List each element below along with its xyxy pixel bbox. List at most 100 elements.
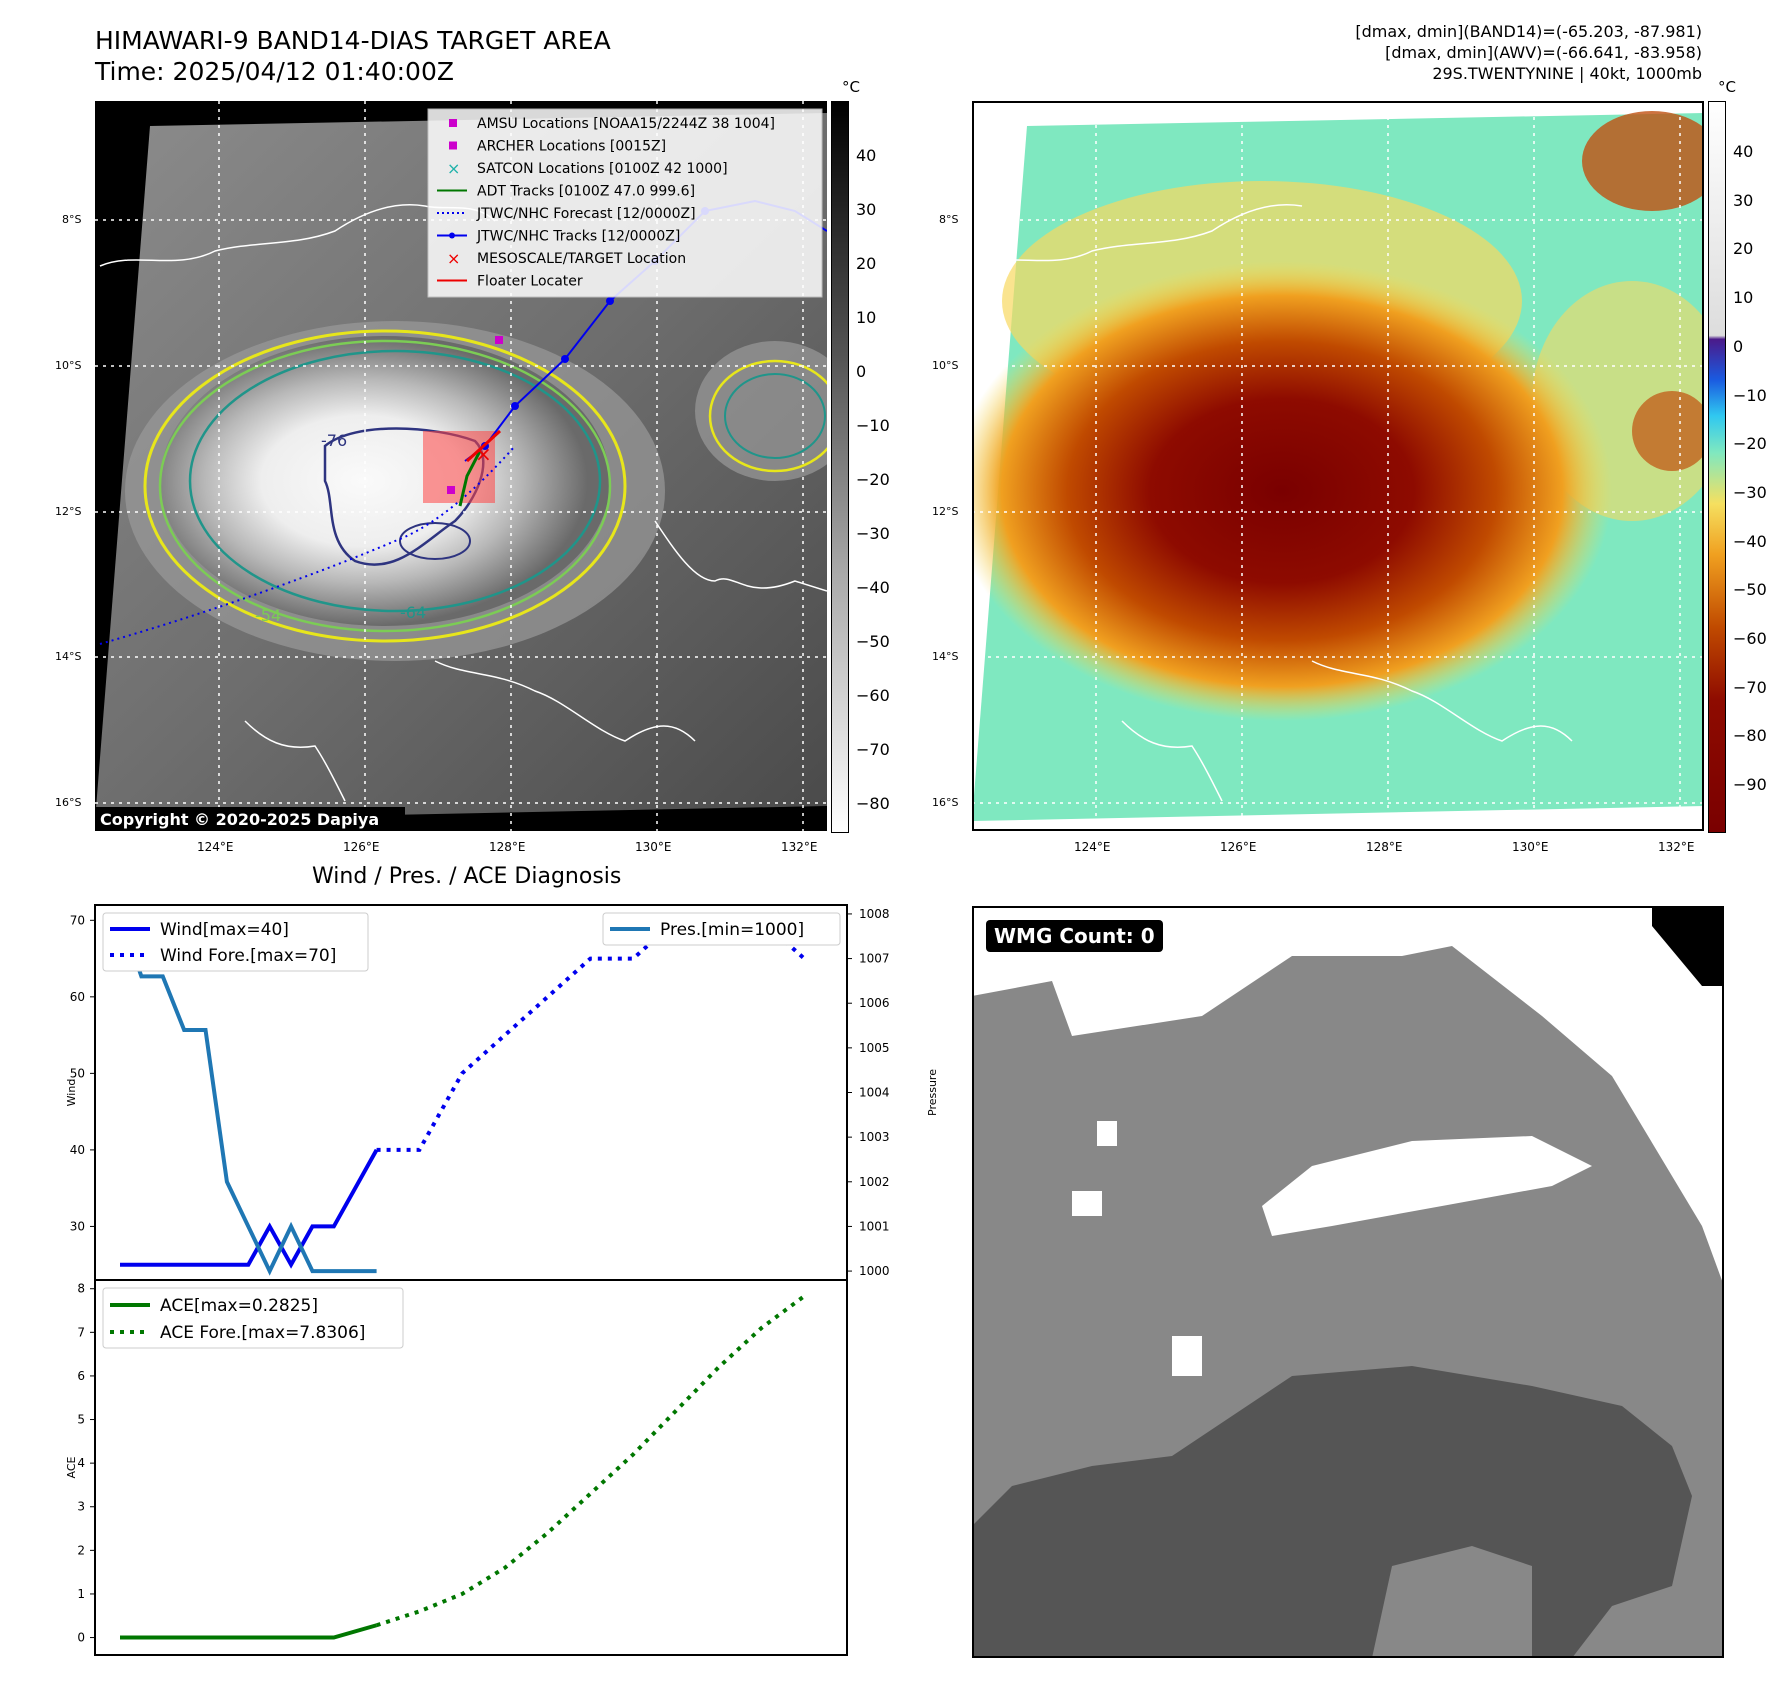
legend-entry-1: Wind Fore.[max=70]	[160, 946, 336, 966]
lat2-label-10s: 10°S	[932, 359, 959, 372]
legend-marker-1	[449, 141, 457, 150]
lon2-label-124: 124°E	[1074, 840, 1111, 854]
pres-tick-label: 1004	[859, 1086, 890, 1100]
cb1-ticks-tick: −40	[856, 578, 890, 597]
main-title: HIMAWARI-9 BAND14-DIAS TARGET AREA	[95, 26, 611, 55]
cb1-ticks-tick: 0	[856, 362, 867, 381]
legend-marker-2: ×	[447, 159, 460, 178]
colorbar-awv-unit: °C	[1718, 78, 1736, 96]
legend-label-4: JTWC/NHC Forecast [12/0000Z]	[476, 206, 696, 222]
cb1-ticks-tick: 30	[856, 200, 877, 219]
ace-tick-label: 0	[77, 1631, 85, 1645]
awv-map	[952, 100, 1732, 832]
lat-label-8s: 8°S	[62, 213, 82, 226]
ir-map: × -76 -64 -54 AMSU Locations [NOAA15/224…	[95, 101, 855, 831]
ace-tick-label: 2	[77, 1543, 85, 1557]
diagnosis-svg: 3040506070100010011002100310041005100610…	[65, 904, 939, 1656]
cb1-ticks-tick: −80	[856, 794, 890, 813]
lon-label-128: 128°E	[489, 840, 526, 854]
ace-legend-entry-0: ACE[max=0.2825]	[160, 1296, 318, 1316]
ace-legend: ACE[max=0.2825] ACE Fore.[max=7.8306]	[102, 1287, 404, 1349]
awv-map-panel	[952, 100, 1732, 832]
cb1-ticks-tick: −50	[856, 632, 890, 651]
ace-tick-label: 3	[77, 1500, 85, 1514]
cb1-ticks-tick: −20	[856, 470, 890, 489]
pres-tick-label: 1006	[859, 996, 890, 1010]
cb1-ticks-tick: −70	[856, 740, 890, 759]
cb2-ticks-tick: −90	[1733, 775, 1767, 795]
time-label: Time: 2025/04/12 01:40:00Z	[95, 57, 454, 86]
ace-tick-label: 6	[77, 1369, 85, 1383]
legend-label-3: ADT Tracks [0100Z 47.0 999.6]	[477, 184, 695, 200]
copyright-label: Copyright © 2020-2025 Dapiya	[100, 810, 379, 829]
wmg-image	[972, 906, 1724, 1658]
ir-map-panel: × -76 -64 -54 AMSU Locations [NOAA15/224…	[95, 101, 855, 831]
cb2-ticks-tick: −10	[1733, 385, 1767, 405]
pressure-axis-label: Pressure	[926, 1069, 939, 1116]
pres-tick-label: 1008	[859, 907, 890, 921]
pres-tick-label: 1000	[859, 1264, 890, 1278]
colorbar-awv	[1708, 101, 1726, 833]
wind-tick-label: 30	[70, 1219, 85, 1233]
wmg-count-badge: WMG Count: 0	[986, 920, 1163, 952]
legend-label-2: SATCON Locations [0100Z 42 1000]	[477, 161, 728, 177]
cb1-ticks-tick: −30	[856, 524, 890, 543]
cb2-ticks-tick: 40	[1733, 142, 1754, 161]
cb2-ticks-tick: −80	[1733, 726, 1767, 746]
colorbar-ir-unit: °C	[842, 78, 860, 96]
cb2-ticks-tick: −40	[1733, 531, 1767, 551]
pres-tick-label: 1003	[859, 1130, 890, 1144]
diagnosis-title: Wind / Pres. / ACE Diagnosis	[312, 864, 622, 889]
lon-label-132: 132°E	[781, 840, 818, 854]
contour-label-54: -54	[255, 606, 281, 625]
lon-label-126: 126°E	[343, 840, 380, 854]
pres-tick-label: 1007	[859, 952, 890, 966]
map-legend: AMSU Locations [NOAA15/2244Z 38 1004] ARC…	[427, 108, 823, 298]
wind-tick-label: 70	[70, 913, 85, 927]
legend-label-5: JTWC/NHC Tracks [12/0000Z]	[476, 229, 680, 245]
adt-track	[458, 450, 482, 507]
lat2-label-8s: 8°S	[939, 213, 959, 226]
wind-axis-label: Wind	[65, 1079, 78, 1107]
legend-entry-2: Pres.[min=1000]	[660, 920, 804, 940]
lat-label-10s: 10°S	[55, 359, 82, 372]
wind-tick-label: 60	[70, 990, 85, 1004]
legend-marker-6: ×	[447, 249, 460, 268]
cb2-ticks-tick: 20	[1733, 239, 1754, 259]
wind-tick-label: 50	[70, 1066, 85, 1080]
amsu-marker	[495, 336, 503, 344]
ace-tick-label: 4	[77, 1456, 85, 1470]
archer-marker	[447, 486, 455, 494]
pres-tick-label: 1001	[859, 1219, 890, 1233]
ace-tick-label: 1	[77, 1587, 85, 1601]
ace-tick-label: 7	[77, 1325, 85, 1339]
legend-label-1: ARCHER Locations [0015Z]	[477, 139, 666, 155]
cb1-ticks-tick: 10	[856, 308, 877, 327]
cb2-ticks-tick: −70	[1733, 677, 1767, 697]
lat2-label-16s: 16°S	[932, 796, 959, 809]
contour-label-76: -76	[321, 431, 347, 450]
storm-info: 29S.TWENTYNINE | 40kt, 1000mb	[1432, 64, 1702, 83]
legend-label-7: Floater Locater	[477, 274, 583, 290]
lat-label-16s: 16°S	[55, 796, 82, 809]
legend-label-0: AMSU Locations [NOAA15/2244Z 38 1004]	[477, 116, 775, 132]
dmax-awv: [dmax, dmin](AWV)=(-66.641, -83.958)	[1385, 43, 1702, 62]
lat2-label-14s: 14°S	[932, 650, 959, 663]
ace-legend-entry-1: ACE Fore.[max=7.8306]	[160, 1323, 365, 1343]
lon-label-130: 130°E	[635, 840, 672, 854]
ace-series-0	[120, 1623, 378, 1640]
contour-label-64: -64	[400, 603, 426, 622]
dmax-band14: [dmax, dmin](BAND14)=(-65.203, -87.981)	[1355, 22, 1702, 41]
cb2-ticks-tick: 30	[1733, 190, 1754, 210]
cb1-ticks-tick: −60	[856, 686, 890, 705]
cb1-ticks-tick: 20	[856, 254, 877, 273]
cb2-ticks-tick: 0	[1733, 336, 1744, 356]
cb1-ticks-tick: −10	[856, 416, 890, 435]
cb2-ticks-tick: 10	[1733, 288, 1754, 308]
wind-pres-chart: 30 40 50 60 70 1000 1001 1002 1003 1004 1005 1006 10…	[60, 900, 940, 1690]
lat-label-14s: 14°S	[55, 650, 82, 663]
floater-line	[465, 429, 502, 463]
wind-tick-label: 40	[70, 1143, 85, 1157]
lat2-label-12s: 12°S	[932, 505, 959, 518]
ace-axis-label: ACE	[65, 1456, 78, 1478]
